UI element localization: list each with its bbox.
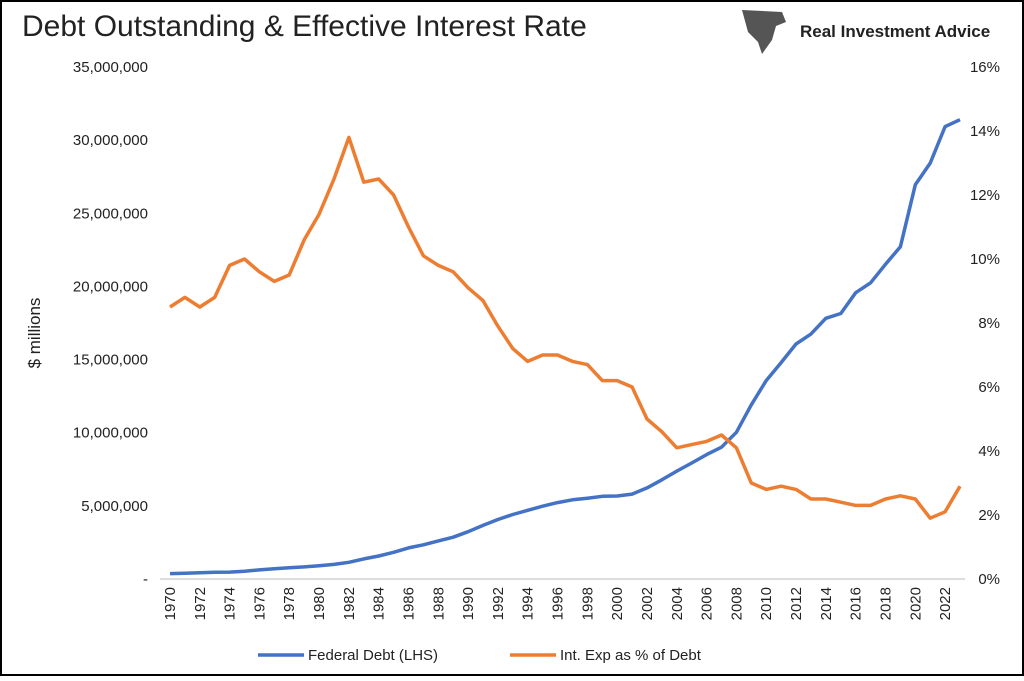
y2-tick-label: 2% (978, 507, 1000, 524)
x-tick-label: 1990 (460, 587, 477, 620)
x-tick-label: 2020 (907, 587, 924, 620)
x-tick-label: 1972 (192, 587, 209, 620)
x-tick-label: 1998 (579, 587, 596, 620)
x-tick-label: 1986 (400, 587, 417, 620)
legend-label: Int. Exp as % of Debt (560, 647, 702, 664)
y2-tick-label: 8% (978, 315, 1000, 332)
x-tick-label: 2014 (818, 587, 835, 620)
logo: Real Investment Advice (742, 10, 990, 54)
brand-name: Real Investment Advice (800, 22, 990, 41)
y2-tick-label: 14% (970, 123, 1000, 140)
x-tick-label: 2000 (609, 587, 626, 620)
legend-label: Federal Debt (LHS) (308, 647, 438, 664)
x-tick-label: 1970 (162, 587, 179, 620)
x-tick-label: 2010 (758, 587, 775, 620)
y-axis-label: $ millions (25, 298, 44, 369)
y-tick-label: 35,000,000 (73, 59, 148, 76)
x-tick-label: 1982 (341, 587, 358, 620)
x-tick-label: 2022 (937, 587, 954, 620)
x-tick-label: 1980 (311, 587, 328, 620)
x-tick-label: 1988 (430, 587, 447, 620)
y2-tick-label: 4% (978, 443, 1000, 460)
x-tick-label: 1994 (520, 587, 537, 620)
y-tick-label: 15,000,000 (73, 352, 148, 369)
x-tick-label: 1976 (251, 587, 268, 620)
x-tick-label: 1992 (490, 587, 507, 620)
data-line (169, 118, 961, 576)
y-tick-label: 30,000,000 (73, 132, 148, 149)
x-tick-label: 1974 (222, 587, 239, 620)
x-tick-label: 1984 (371, 587, 388, 620)
y-tick-label: 5,000,000 (81, 498, 148, 515)
x-tick-label: 2008 (728, 587, 745, 620)
x-tick-label: 2006 (699, 587, 716, 620)
y2-tick-label: 16% (970, 59, 1000, 76)
y2-tick-label: 6% (978, 379, 1000, 396)
x-tick-label: 1996 (550, 587, 567, 620)
y-tick-label: - (143, 571, 148, 588)
y-tick-label: 20,000,000 (73, 278, 148, 295)
y2-tick-label: 0% (978, 571, 1000, 588)
x-tick-label: 2016 (848, 587, 865, 620)
x-tick-label: 2004 (669, 587, 686, 620)
y-tick-label: 25,000,000 (73, 205, 148, 222)
data-line (169, 135, 962, 520)
x-tick-label: 2012 (788, 587, 805, 620)
y2-tick-label: 10% (970, 251, 1000, 268)
x-tick-label: 2018 (877, 587, 894, 620)
y-tick-label: 10,000,000 (73, 425, 148, 442)
chart-title: Debt Outstanding & Effective Interest Ra… (22, 10, 587, 43)
logo-icon (742, 10, 786, 54)
y2-tick-label: 12% (970, 187, 1000, 204)
x-tick-label: 1978 (281, 587, 298, 620)
x-tick-label: 2002 (639, 587, 656, 620)
